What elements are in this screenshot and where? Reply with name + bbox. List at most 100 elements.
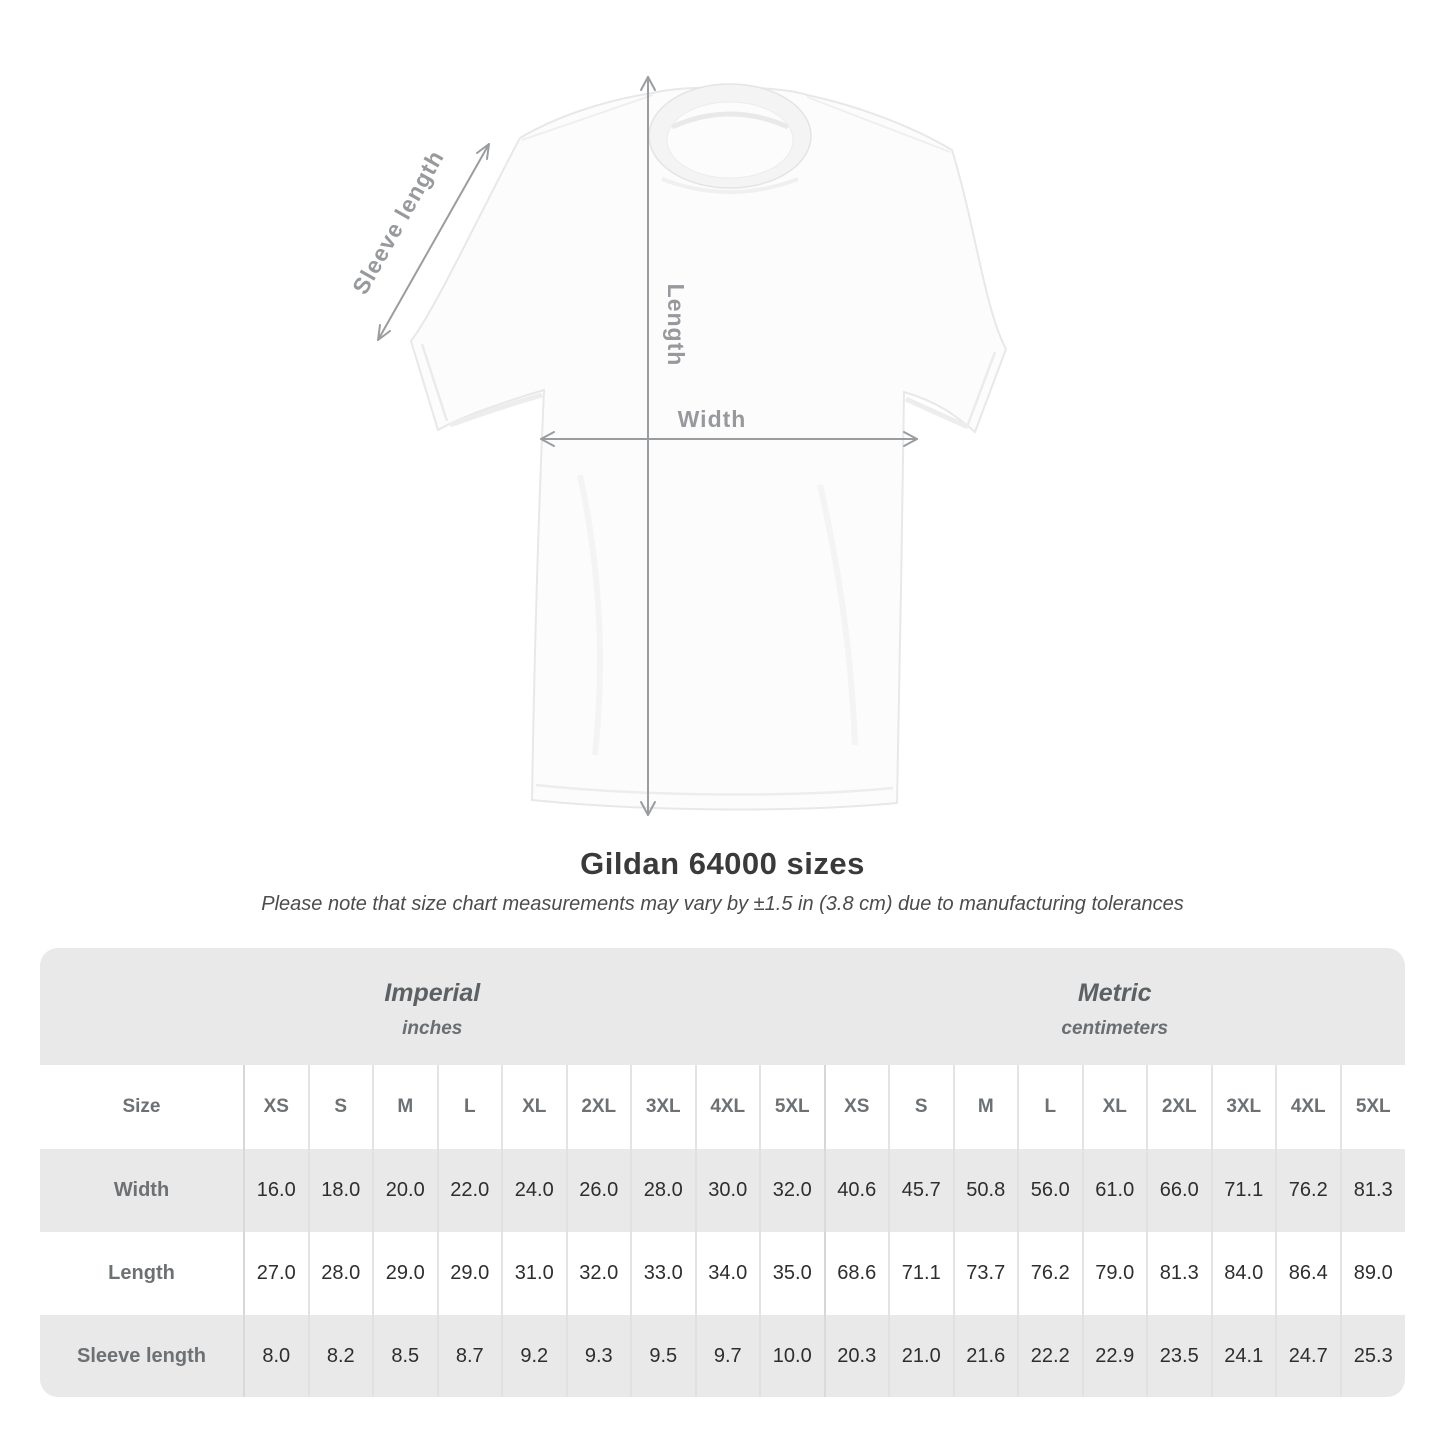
- length-imperial-m: 29.0: [372, 1232, 438, 1315]
- length-metric-l: 76.2: [1017, 1232, 1083, 1315]
- tshirt-shoulder-seam-right: [806, 96, 951, 153]
- size-col-metric-3xl: 3XL: [1210, 1065, 1276, 1149]
- tshirt-illustration: [409, 83, 1008, 811]
- length-imperial-xs: 27.0: [243, 1232, 309, 1315]
- width-imperial-xl: 24.0: [501, 1149, 567, 1232]
- sleeve-metric-xs: 20.3: [823, 1315, 889, 1397]
- length-imperial-4xl: 34.0: [694, 1232, 760, 1315]
- metric-section-header: Metric centimeters: [824, 948, 1405, 1065]
- metric-unit-label: centimeters: [1061, 1018, 1169, 1039]
- size-col-metric-s: S: [888, 1065, 954, 1149]
- size-col-imperial-4xl: 4XL: [694, 1065, 760, 1149]
- sleeve-length-label: Sleeve length: [350, 145, 449, 298]
- width-imperial-l: 22.0: [436, 1149, 502, 1232]
- width-arrow: [540, 431, 918, 447]
- size-col-imperial-xs: XS: [243, 1065, 309, 1149]
- sleeve-imperial-m: 8.5: [372, 1315, 438, 1397]
- width-metric-3xl: 71.1: [1210, 1149, 1276, 1232]
- size-table: Imperial inches Metric centimeters Size …: [40, 948, 1405, 1397]
- sleeve-imperial-3xl: 9.5: [630, 1315, 696, 1397]
- width-imperial-2xl: 26.0: [565, 1149, 631, 1232]
- size-col-metric-4xl: 4XL: [1275, 1065, 1341, 1149]
- tshirt-collar-opening: [666, 101, 794, 179]
- imperial-unit-label: inches: [402, 1018, 463, 1039]
- length-label: Length: [663, 284, 689, 367]
- tolerance-note: Please note that size chart measurements…: [261, 893, 1184, 915]
- sleeve-metric-s: 21.0: [888, 1315, 954, 1397]
- length-metric-4xl: 86.4: [1275, 1232, 1341, 1315]
- sleeve-imperial-4xl: 9.7: [694, 1315, 760, 1397]
- width-imperial-5xl: 32.0: [759, 1149, 825, 1232]
- width-metric-xl: 61.0: [1081, 1149, 1147, 1232]
- sleeve-metric-3xl: 24.1: [1210, 1315, 1276, 1397]
- size-col-imperial-2xl: 2XL: [565, 1065, 631, 1149]
- width-metric-2xl: 66.0: [1146, 1149, 1212, 1232]
- size-col-imperial-s: S: [307, 1065, 373, 1149]
- tshirt-collar-under-shadow: [661, 177, 799, 194]
- table-row-length: Length 27.0 28.0 29.0 29.0 31.0 32.0 33.…: [40, 1232, 1405, 1315]
- sleeve-imperial-s: 8.2: [307, 1315, 373, 1397]
- length-metric-3xl: 84.0: [1210, 1232, 1276, 1315]
- sleeve-metric-xl: 22.9: [1081, 1315, 1147, 1397]
- width-metric-xs: 40.6: [823, 1149, 889, 1232]
- size-col-imperial-m: M: [372, 1065, 438, 1149]
- tshirt-bottom-hem: [535, 783, 894, 796]
- metric-label: Metric: [1077, 979, 1152, 1007]
- width-imperial-m: 20.0: [372, 1149, 438, 1232]
- row-label-width: Width: [113, 1179, 170, 1201]
- sleeve-metric-4xl: 24.7: [1275, 1315, 1341, 1397]
- tshirt-underarm-shadow-left: [449, 392, 543, 428]
- sizes-header-row: Size XS S M L XL 2XL 3XL 4XL 5XL XS S M …: [40, 1065, 1405, 1149]
- length-imperial-s: 28.0: [307, 1232, 373, 1315]
- table-row-width: Width 16.0 18.0 20.0 22.0 24.0 26.0 28.0…: [40, 1149, 1405, 1232]
- size-col-imperial-l: L: [436, 1065, 502, 1149]
- length-metric-xs: 68.6: [823, 1232, 889, 1315]
- tshirt-underarm-shadow-right: [904, 396, 970, 430]
- size-col-metric-xl: XL: [1081, 1065, 1147, 1149]
- tshirt-sleeve-hem-right: [965, 351, 997, 428]
- tshirt-sleeve-hem-left: [420, 343, 449, 422]
- size-col-imperial-3xl: 3XL: [630, 1065, 696, 1149]
- sleeve-imperial-l: 8.7: [436, 1315, 502, 1397]
- sleeve-metric-m: 21.6: [952, 1315, 1018, 1397]
- length-arrow: [640, 76, 656, 816]
- width-metric-4xl: 76.2: [1275, 1149, 1341, 1232]
- width-label: Width: [678, 406, 747, 432]
- sleeve-length-arrow: [377, 143, 490, 341]
- size-col-metric-2xl: 2XL: [1146, 1065, 1212, 1149]
- size-col-metric-m: M: [952, 1065, 1018, 1149]
- width-imperial-4xl: 30.0: [694, 1149, 760, 1232]
- tshirt-wrinkle-right: [817, 484, 858, 746]
- tshirt-diagram: Length Width Sleeve length: [350, 76, 1008, 816]
- sleeve-imperial-xs: 8.0: [243, 1315, 309, 1397]
- sleeve-metric-l: 22.2: [1017, 1315, 1083, 1397]
- width-metric-5xl: 81.3: [1339, 1149, 1405, 1232]
- tshirt-wrinkle-left: [577, 474, 603, 756]
- length-metric-2xl: 81.3: [1146, 1232, 1212, 1315]
- sleeve-imperial-2xl: 9.3: [565, 1315, 631, 1397]
- length-metric-s: 71.1: [888, 1232, 954, 1315]
- length-metric-5xl: 89.0: [1339, 1232, 1405, 1315]
- width-imperial-3xl: 28.0: [630, 1149, 696, 1232]
- imperial-section-header: Imperial inches: [40, 948, 825, 1065]
- sleeve-metric-5xl: 25.3: [1339, 1315, 1405, 1397]
- tshirt-shoulder-seam-left: [521, 94, 654, 141]
- table-row-sleeve-length: Sleeve length 8.0 8.2 8.5 8.7 9.2 9.3 9.…: [40, 1315, 1405, 1397]
- row-label-sleeve-length: Sleeve length: [77, 1344, 206, 1367]
- size-col-imperial-5xl: 5XL: [759, 1065, 825, 1149]
- width-imperial-xs: 16.0: [243, 1149, 309, 1232]
- length-metric-xl: 79.0: [1081, 1232, 1147, 1315]
- length-imperial-l: 29.0: [436, 1232, 502, 1315]
- tshirt-body: [409, 86, 1008, 811]
- length-imperial-xl: 31.0: [501, 1232, 567, 1315]
- width-imperial-s: 18.0: [307, 1149, 373, 1232]
- width-metric-l: 56.0: [1017, 1149, 1083, 1232]
- width-metric-s: 45.7: [888, 1149, 954, 1232]
- sleeve-metric-2xl: 23.5: [1146, 1315, 1212, 1397]
- size-corner-label: Size: [122, 1096, 161, 1117]
- width-metric-m: 50.8: [952, 1149, 1018, 1232]
- size-col-metric-l: L: [1017, 1065, 1083, 1149]
- sleeve-imperial-5xl: 10.0: [759, 1315, 825, 1397]
- unit-band-row: Imperial inches Metric centimeters: [40, 948, 1405, 1065]
- length-imperial-2xl: 32.0: [565, 1232, 631, 1315]
